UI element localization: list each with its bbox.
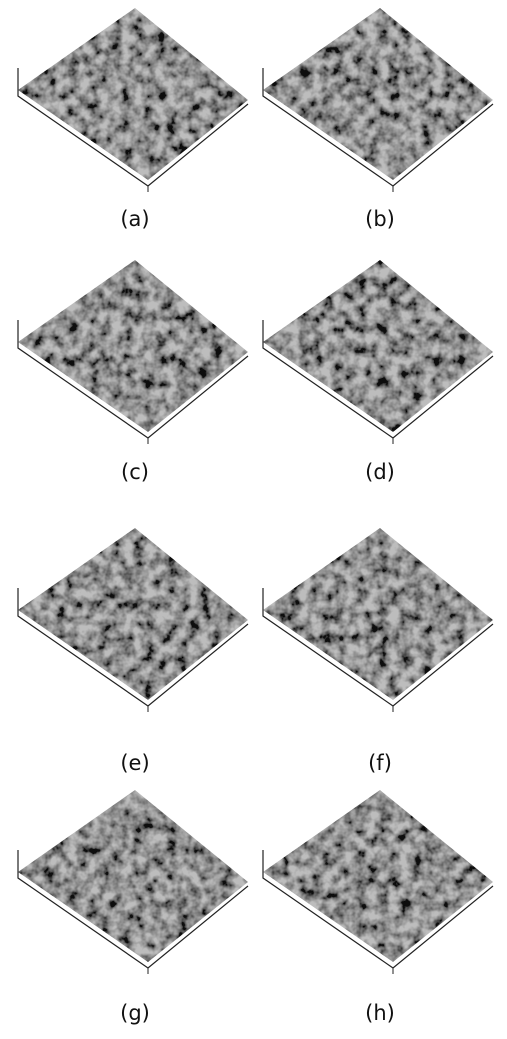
figure: (a) (b) (c) (d) (e) (f) (g) (h) [0, 0, 507, 1039]
afm-surface [260, 523, 500, 708]
afm-panel [15, 523, 255, 712]
caption: (f) [368, 751, 392, 775]
afm-surface [260, 255, 500, 440]
afm-surface [260, 785, 500, 970]
afm-surface [15, 785, 255, 970]
caption: (b) [365, 207, 395, 231]
afm-surface [15, 3, 255, 188]
afm-panel [260, 255, 500, 444]
afm-surface [15, 255, 255, 440]
caption: (c) [121, 460, 149, 484]
afm-surface [260, 3, 500, 188]
afm-panel [260, 3, 500, 192]
caption: (h) [365, 1001, 395, 1025]
caption: (e) [120, 751, 149, 775]
afm-panel [15, 255, 255, 444]
afm-panel [15, 785, 255, 974]
caption: (a) [120, 207, 149, 231]
caption: (g) [120, 1001, 150, 1025]
afm-panel [260, 523, 500, 712]
afm-panel [15, 3, 255, 192]
afm-panel [260, 785, 500, 974]
page: (a)(b)(c)(d)(e)(f)(g)(h) (() => { const … [0, 0, 507, 1039]
afm-surface [15, 523, 255, 708]
caption: (d) [365, 460, 395, 484]
